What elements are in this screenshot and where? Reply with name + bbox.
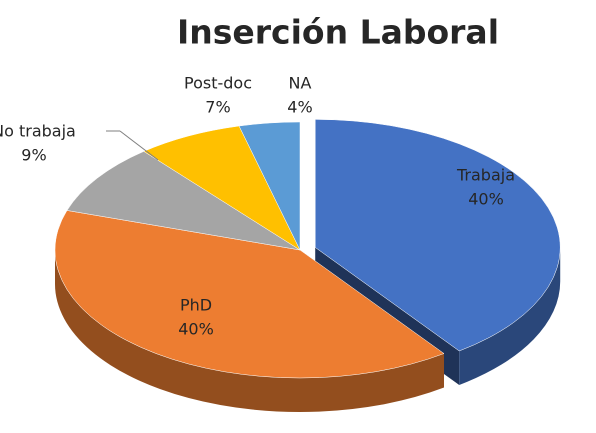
slice-outer-side [459,247,561,385]
value-label: 40% [468,190,504,209]
value-label: 7% [205,98,230,117]
value-label: 9% [21,146,46,165]
slice [66,151,301,251]
chart-title: Inserción Laboral [177,13,499,52]
slice [314,119,561,352]
value-label: 4% [287,98,312,117]
category-label: Post-doc [184,74,252,93]
category-label: No trabaja [0,122,76,141]
leader-line [119,130,159,161]
data-labels: Trabaja 40% PhD 40% No trabaja 9% Post-doc 7% NA… [0,74,515,339]
slice [54,210,445,379]
category-label: Trabaja [456,166,515,185]
slice-outer-side [55,250,445,412]
category-label: NA [289,74,312,93]
pie-tops [54,119,561,379]
value-label: 40% [178,320,214,339]
slice [238,121,301,251]
category-label: PhD [180,296,212,315]
